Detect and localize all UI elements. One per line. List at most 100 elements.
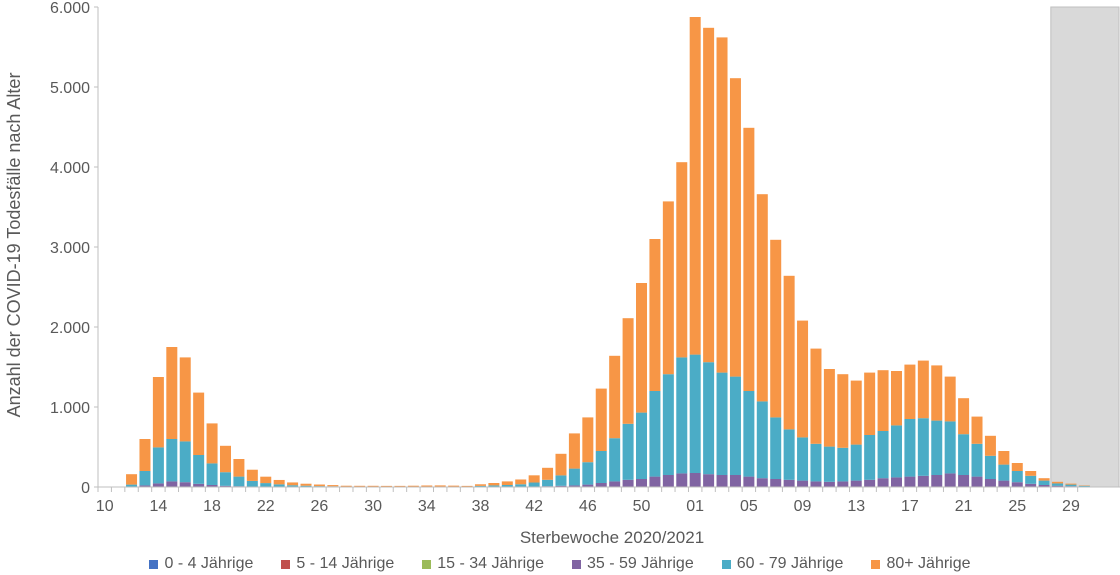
bar-segment	[998, 464, 1010, 481]
bar-segment	[1038, 485, 1050, 487]
bar-segment	[890, 425, 902, 478]
bar-segment	[797, 437, 809, 481]
x-tick-label: 05	[740, 498, 758, 515]
legend-swatch	[571, 559, 581, 569]
bar-segment	[1078, 485, 1090, 487]
bar-segment	[756, 194, 768, 402]
legend-label: 15 - 34 Jährige	[437, 555, 544, 572]
bar-segment	[528, 475, 540, 483]
bar-segment	[501, 481, 513, 485]
bar-segment	[864, 479, 876, 487]
bar-segment	[126, 484, 138, 487]
bar-segment	[595, 483, 607, 487]
bar-segment	[555, 453, 567, 476]
bar-segment	[649, 476, 661, 487]
bar-segment	[689, 17, 701, 355]
bar-segment	[582, 462, 594, 485]
shaded-region-layer	[1050, 6, 1120, 488]
bar-segment	[219, 485, 231, 487]
bar-segment	[434, 485, 446, 487]
bar-segment	[904, 419, 916, 477]
bar-segment	[998, 451, 1010, 465]
bar-segment	[931, 365, 943, 421]
bar-segment	[1025, 475, 1037, 484]
bar-segment	[313, 484, 325, 487]
bar-segment	[179, 357, 191, 442]
legend-label: 35 - 59 Jährige	[586, 555, 694, 572]
bar-segment	[555, 475, 567, 486]
x-tick-label: 21	[955, 498, 973, 515]
bar-segment	[984, 479, 996, 487]
bar-segment	[783, 479, 795, 487]
bar-segment	[568, 485, 580, 487]
bar-segment	[931, 420, 943, 475]
bar-segment	[877, 431, 889, 479]
bar-segment	[716, 372, 728, 475]
bar-segment	[501, 485, 513, 487]
bar-segment	[944, 376, 956, 422]
bar-segment	[260, 483, 272, 487]
bar-segment	[783, 429, 795, 480]
legend-item-35-59: 35 - 59 Jährige	[571, 553, 694, 575]
legend-item-15-34: 15 - 34 Jährige	[422, 553, 544, 575]
legend-item-80-plus: 80+ Jährige	[871, 553, 971, 575]
bar-segment	[287, 482, 299, 486]
bar-segment	[703, 362, 715, 475]
legend-item-60-79: 60 - 79 Jährige	[721, 553, 843, 575]
bar-segment	[488, 485, 500, 487]
y-tick-label: 1.000	[50, 400, 90, 417]
bar-segment	[958, 398, 970, 435]
bar-segment	[152, 377, 164, 448]
bar-segment	[971, 443, 983, 477]
y-tick-label: 6.000	[50, 0, 90, 17]
bar-segment	[1038, 480, 1050, 485]
legend-swatch	[422, 559, 432, 569]
bar-segment	[743, 391, 755, 477]
bar-segment	[649, 391, 661, 477]
bar-segment	[770, 417, 782, 479]
bar-segment	[676, 357, 688, 474]
bar-segment	[381, 485, 393, 487]
bar-segment	[474, 485, 486, 487]
x-tick-label: 10	[96, 498, 114, 515]
bar-segment	[1052, 483, 1064, 486]
bar-segment	[810, 348, 822, 444]
bar-segment	[152, 483, 164, 487]
bar-segment	[542, 467, 554, 480]
bar-segment	[823, 369, 835, 447]
x-tick-label: 14	[149, 498, 167, 515]
bar-segment	[676, 473, 688, 487]
bar-segment	[1052, 485, 1064, 487]
x-tick-label: 38	[472, 498, 490, 515]
bar-segment	[958, 434, 970, 475]
y-tick-label: 5.000	[50, 80, 90, 97]
y-tick-label: 2.000	[50, 320, 90, 337]
bar-segment	[783, 275, 795, 430]
stacked-bar-chart: 0 1.000 2.000 3.000 4.000 5.000 6.000 10 14 18 22 2…	[4, 0, 1120, 547]
bar-segment	[622, 423, 634, 480]
bar-segment	[407, 485, 419, 487]
bar-segment	[810, 443, 822, 482]
legend-swatch	[149, 559, 159, 569]
bar-segment	[850, 444, 862, 481]
bar-segment	[1052, 481, 1064, 484]
legend: 0 - 4 Jährige 5 - 14 Jährige 15 - 34 Jäh…	[0, 553, 1120, 575]
bar-segment	[206, 423, 218, 464]
bar-segment	[219, 472, 231, 486]
x-axis-title: Sterbewoche 2020/2021	[520, 528, 704, 547]
bar-segment	[756, 478, 768, 487]
legend-swatch	[871, 559, 881, 569]
bar-segment	[850, 480, 862, 487]
bar-segment	[260, 476, 272, 484]
x-tick-label: 29	[1062, 498, 1080, 515]
bar-segment	[219, 445, 231, 473]
bar-segment	[743, 127, 755, 392]
bar-segment	[890, 477, 902, 487]
bar-segment	[246, 480, 258, 487]
bar-segment	[1011, 482, 1023, 487]
bar-segment	[917, 418, 929, 476]
x-tick-label: 50	[633, 498, 651, 515]
legend-label: 0 - 4 Jährige	[164, 555, 254, 572]
bar-segment	[193, 483, 205, 487]
